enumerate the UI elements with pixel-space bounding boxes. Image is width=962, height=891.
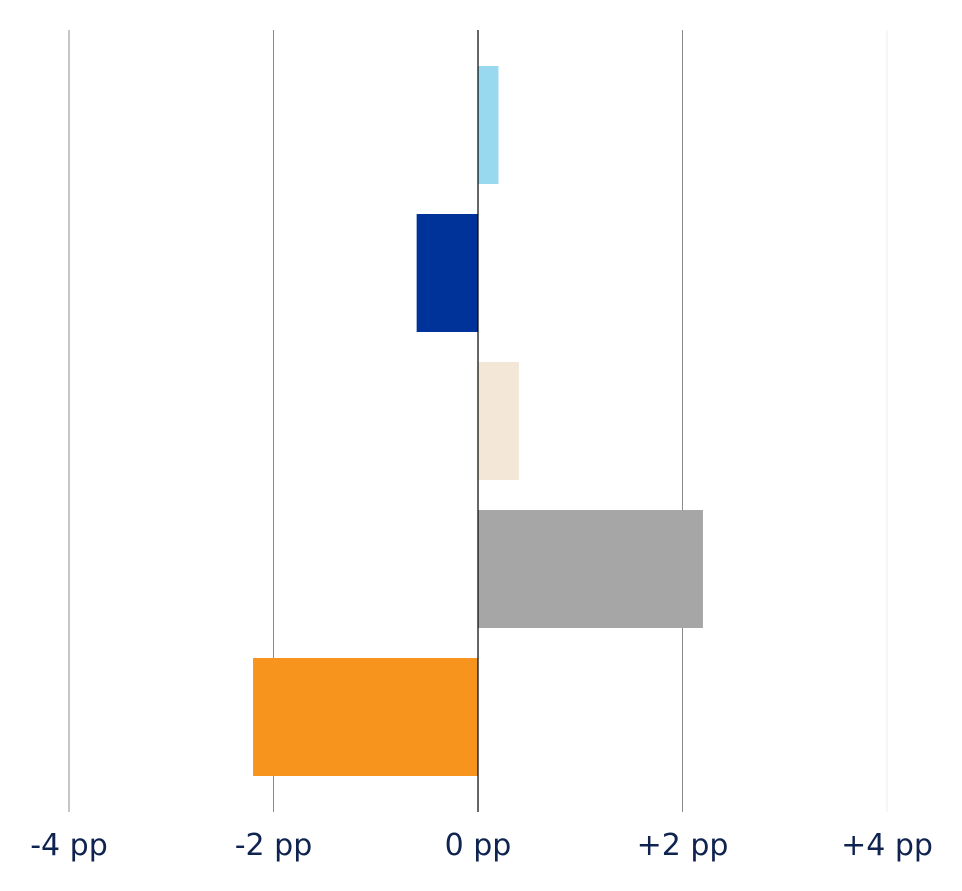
bar xyxy=(478,362,519,480)
x-tick-label: 0 pp xyxy=(445,828,512,863)
bar xyxy=(253,658,478,776)
bar xyxy=(478,66,499,184)
x-tick-label: -2 pp xyxy=(235,828,313,863)
x-tick-labels: -4 pp -2 pp 0 pp +2 pp +4 pp xyxy=(30,828,933,863)
x-tick-label: +2 pp xyxy=(637,828,729,863)
bar xyxy=(478,510,703,628)
x-tick-label: +4 pp xyxy=(841,828,933,863)
x-tick-label: -4 pp xyxy=(30,828,108,863)
bars xyxy=(253,66,703,776)
bar xyxy=(416,214,478,332)
